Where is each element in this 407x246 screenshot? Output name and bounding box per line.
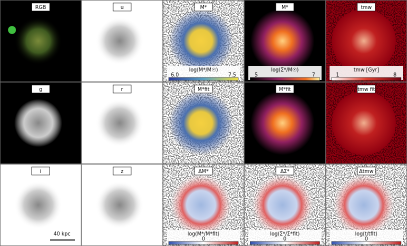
panel: u	[81, 0, 163, 82]
colorbar-tick: 0	[283, 237, 286, 243]
panel: g	[0, 82, 82, 164]
colorbar-caption: tmw [Gyr]	[354, 68, 379, 74]
source-blob	[95, 99, 144, 147]
panel-frame	[244, 0, 326, 82]
label-box	[112, 84, 132, 94]
panel-frame	[81, 0, 163, 82]
panel-label: i	[40, 169, 41, 175]
label-box	[194, 166, 213, 176]
colorbar-tick: 0	[365, 237, 368, 243]
colorbar-caption-bg	[166, 66, 241, 80]
source-blob	[14, 181, 63, 229]
source-blob	[250, 173, 315, 237]
colorbar	[250, 241, 320, 245]
panel-label: M*	[200, 5, 207, 11]
panel-frame	[162, 82, 245, 164]
colorbar	[168, 241, 239, 245]
label-box	[31, 84, 50, 94]
panel-label: g	[39, 87, 42, 93]
colorbar-tick: 1	[336, 73, 339, 79]
colorbar	[331, 241, 402, 245]
colorbar-caption: log(M*/M☉)	[189, 68, 218, 74]
colorbar-tick: 5	[255, 73, 258, 79]
source-blob	[331, 173, 396, 237]
panel-label: RGB	[35, 5, 46, 11]
label-box	[275, 84, 295, 94]
panel: M*fit	[162, 82, 245, 164]
label-box	[112, 166, 132, 176]
colorbar-caption: log(t/tfit)	[355, 232, 377, 238]
source-blob	[95, 181, 144, 229]
label-box	[275, 2, 295, 12]
label-box	[112, 2, 132, 12]
colorbar	[168, 77, 239, 81]
source-blob	[95, 17, 144, 65]
colorbar-tick: 6.0	[171, 73, 179, 79]
colorbar-caption-bg	[329, 66, 403, 80]
panel-label: tmw	[361, 5, 372, 11]
label-box	[275, 166, 295, 176]
label-box	[31, 166, 50, 176]
colorbar-caption: log(Σ*/M☉)	[271, 68, 299, 74]
label-box	[357, 84, 376, 94]
colorbar-caption: log(M*/M*fit)	[188, 232, 220, 238]
companion	[8, 26, 16, 34]
colorbar-tick: 7	[312, 73, 315, 79]
panel-frame	[0, 0, 82, 82]
panel-label: tmw fit	[357, 87, 375, 93]
panel: M*fit	[244, 82, 326, 164]
panel-frame	[0, 82, 82, 164]
panel-label: ΔM*	[198, 169, 209, 175]
source-blob	[331, 91, 396, 155]
colorbar-caption-bg	[248, 66, 322, 80]
colorbar-tick: 7.5	[228, 73, 236, 79]
colorbar-caption-bg	[166, 230, 241, 244]
panel-frame	[244, 82, 326, 164]
source-blob	[169, 173, 234, 237]
panel-label: ΔΣ*	[280, 169, 290, 175]
label-box	[357, 166, 376, 176]
label-box	[194, 84, 213, 94]
panel-frame	[162, 0, 245, 82]
colorbar-tick: 8	[393, 73, 396, 79]
panel-label: r	[121, 87, 124, 93]
panel: r	[81, 82, 163, 164]
panel-label: M*fit	[279, 87, 291, 93]
panel: i	[0, 164, 82, 246]
panel-label: M*fit	[198, 87, 210, 93]
source-blob	[250, 9, 315, 73]
source-blob	[250, 91, 315, 155]
colorbar-caption: log(Σ*/Σ*fit)	[270, 232, 300, 238]
source-blob	[14, 17, 63, 65]
panel-label: z	[121, 169, 124, 175]
source-blob	[14, 99, 63, 147]
panel: tmw fit	[325, 82, 407, 164]
label-box	[357, 2, 376, 12]
panel-label: u	[121, 5, 124, 11]
colorbar	[331, 77, 402, 81]
panel: RGB	[0, 0, 82, 82]
panel: z	[81, 164, 163, 246]
source-blob	[169, 91, 234, 155]
panel-label: Δtmw	[359, 169, 373, 175]
label-box	[194, 2, 213, 12]
scale-label: 40 kpc	[54, 232, 71, 238]
source-blob	[331, 9, 396, 73]
label-box	[31, 2, 50, 12]
panel-label: M*	[281, 5, 288, 11]
colorbar	[250, 77, 320, 81]
colorbar-tick: 0	[202, 237, 205, 243]
colorbar-caption-bg	[329, 230, 403, 244]
panel-frame	[81, 82, 163, 164]
source-blob	[169, 9, 234, 73]
colorbar-caption-bg	[248, 230, 322, 244]
